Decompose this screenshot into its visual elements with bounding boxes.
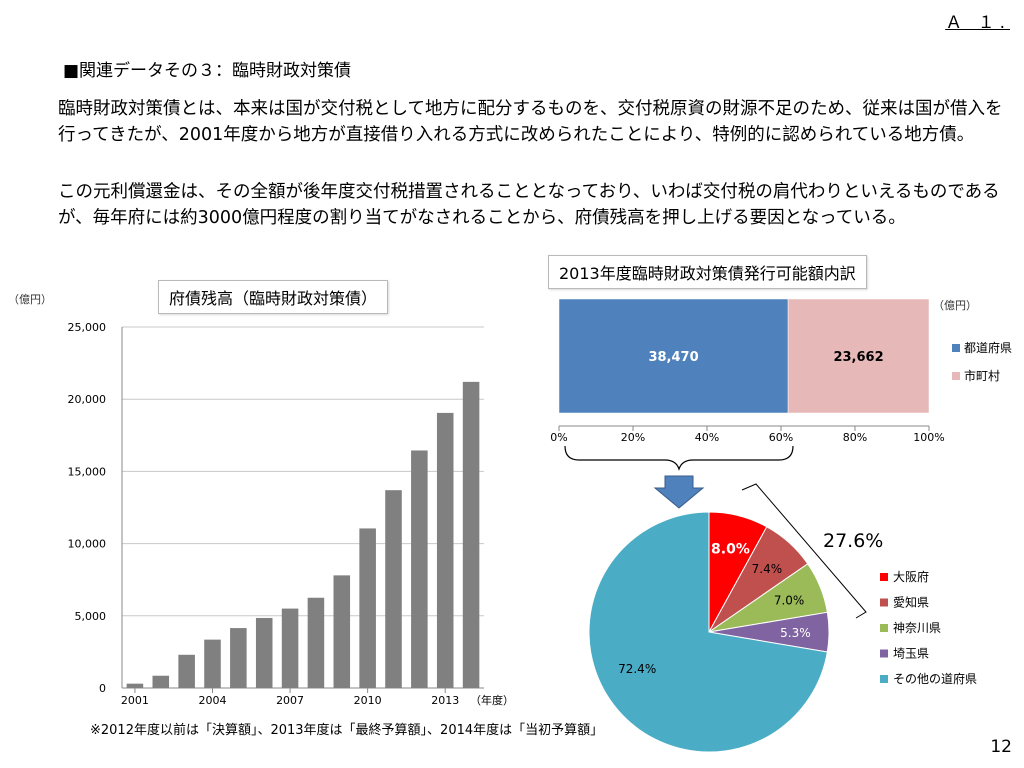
bar-2002 <box>152 675 170 688</box>
legend-label: 埼玉県 <box>893 647 929 661</box>
legend-label: 大阪府 <box>893 569 929 584</box>
bar-2014 <box>462 381 480 688</box>
segment-value-label: 38,470 <box>648 350 698 365</box>
document-id: Ａ １. <box>945 13 1010 33</box>
x-tick-label: 0% <box>550 431 567 444</box>
x-tick-label: 40% <box>695 431 719 444</box>
x-tick-label: 100% <box>913 431 944 444</box>
legend-label: 神奈川県 <box>893 621 941 635</box>
bar-chart-title: 府債残高（臨時財政対策債） <box>158 280 389 314</box>
y-tick-label: 20,000 <box>68 393 107 406</box>
x-tick-label: 2013 <box>431 694 459 707</box>
x-tick-label: 80% <box>843 431 867 444</box>
legend-label: 愛知県 <box>893 596 929 610</box>
prefecture-share-pie-chart: 8.0%7.4% 7.0% 5.3% 72.4% 大阪府愛知県神奈川県埼玉県その他の道府… <box>588 511 977 753</box>
bar-2005 <box>230 628 247 688</box>
x-tick-label: 2007 <box>276 694 304 707</box>
y-tick-label: 15,000 <box>68 465 107 478</box>
x-tick-label: 60% <box>769 431 793 444</box>
x-tick-label: 2010 <box>354 694 382 707</box>
legend-swatch <box>880 598 888 607</box>
legend-label: その他の道府県 <box>893 671 977 686</box>
y-tick-label: 0 <box>99 682 106 695</box>
segment-都道府県 <box>558 298 789 414</box>
legend-label: 市町村 <box>964 368 1000 383</box>
bar-2004 <box>204 639 221 688</box>
page-number: 12 <box>990 737 1012 757</box>
share-brace-and-arrow: 27.6% <box>564 445 883 619</box>
y-tick-label: 10,000 <box>68 538 107 551</box>
bar-2009 <box>333 575 351 688</box>
y-tick-label: 5,000 <box>75 610 107 623</box>
legend-swatch <box>952 344 960 352</box>
legend-swatch <box>880 649 888 658</box>
segment-市町村 <box>787 298 930 414</box>
bar-2010 <box>359 528 376 688</box>
y-tick-label: 25,000 <box>68 321 107 334</box>
legend-label: 都道府県 <box>964 340 1012 355</box>
x-tick-label: 2004 <box>199 694 227 707</box>
down-arrow <box>653 475 705 509</box>
slice-label: 7.0% <box>774 594 805 608</box>
segment-value-label: 23,662 <box>833 350 883 365</box>
bar-2013 <box>436 412 454 688</box>
debt-balance-bar-chart: 0 5,000 10,000 15,000 20,000 25,000 2001 2004 20… <box>68 321 515 707</box>
stacked-chart-title: 2013年度臨時財政対策債発行可能額内訳 <box>548 255 867 289</box>
slice-label: 7.4% <box>752 562 783 576</box>
section-title: ■関連データその３：臨時財政対策債 <box>63 61 352 81</box>
bar-2011 <box>385 490 402 688</box>
brace <box>564 445 794 471</box>
bar-2008 <box>307 597 325 688</box>
bar-2012 <box>411 450 428 688</box>
stacked-chart-unit: （億円） <box>933 299 977 312</box>
x-tick-label: 2001 <box>121 694 149 707</box>
intro-paragraph: 臨時財政対策債とは、本来は国が交付税として地方に配分するものを、交付税原資の財源… <box>58 99 1003 145</box>
callout-total: 27.6% <box>823 530 883 552</box>
x-tick-label: 20% <box>621 431 645 444</box>
bar-2001 <box>126 683 144 688</box>
legend-swatch <box>880 675 888 683</box>
bar-chart-unit: （億円） <box>8 293 52 306</box>
bar-2006 <box>255 617 273 688</box>
repayment-paragraph: この元利償還金は、その全額が後年度交付税措置されることとなっており、いわば交付税… <box>58 182 1000 228</box>
share-bracket <box>741 483 867 619</box>
x-axis-unit: （年度） <box>470 693 514 707</box>
slice-その他の道府県 <box>588 511 828 753</box>
bar-2007 <box>281 608 299 688</box>
legend-swatch <box>952 372 960 380</box>
slice-label: 8.0% <box>711 541 750 557</box>
slice-label: 5.3% <box>780 626 811 640</box>
slice-label: 72.4% <box>618 662 656 676</box>
legend-swatch <box>880 624 888 632</box>
legend-swatch <box>880 573 888 581</box>
bar-2003 <box>178 654 195 688</box>
footnote: ※2012年度以前は「決算額」、2013年度は「最終予算額」、2014年度は「当… <box>90 723 604 738</box>
